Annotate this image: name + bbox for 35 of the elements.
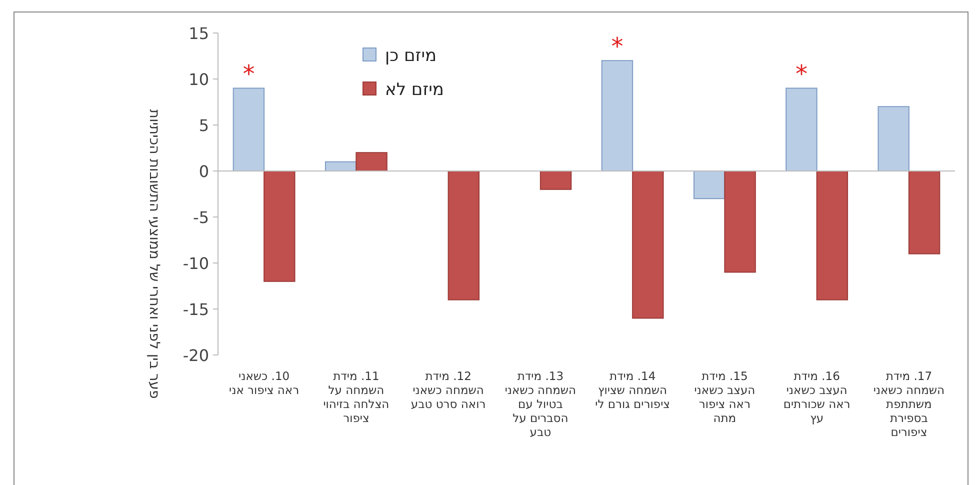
- y-tick-label: -10: [182, 254, 209, 273]
- x-tick-label: 10. כשאני ראה ציפור אני: [228, 369, 300, 397]
- x-tick-label: 17. מידת השמחה כשאני משתתפת בספירת ציפורים: [872, 369, 946, 439]
- bar: [232, 88, 265, 172]
- y-tick-label: -5: [193, 208, 209, 227]
- annotation: *: [242, 60, 255, 88]
- y-axis-title: פער בין לפני ואחרי של ממוצעי התשובות הכיתיות: [146, 109, 162, 399]
- bar: [724, 170, 756, 273]
- x-tick-label: 15. מידת העצב כשאני ראה ציפור מתה: [693, 369, 756, 425]
- bar: [878, 106, 910, 172]
- x-tick-label: 16. מידת העצב כשאני ראה שכורתים עץ: [782, 369, 852, 425]
- y-tick-label: 10: [188, 70, 209, 89]
- y-tick-label: 5: [198, 116, 209, 135]
- y-tick-label: -15: [182, 300, 209, 319]
- x-tick-label: 11. מידת השמחה על הצלחה בזיהוי ציפור: [322, 369, 390, 425]
- y-tick-label: 0: [198, 162, 209, 181]
- y-tick-label: 15: [188, 24, 209, 43]
- bar: [693, 170, 726, 200]
- bar: [816, 170, 848, 300]
- bar: [632, 170, 664, 319]
- bar: [356, 152, 388, 172]
- legend-label: מיזם כן: [385, 46, 437, 66]
- bar: [540, 170, 572, 190]
- y-tick-label: -20: [182, 346, 209, 365]
- x-tick-label: 13. מידת השמחה כשאני בטיול עם הסברים על טבע: [504, 369, 578, 439]
- bar: [601, 60, 634, 172]
- annotation: *: [611, 32, 624, 61]
- bar: [448, 170, 480, 300]
- annotation: *: [795, 60, 808, 88]
- bar: [264, 170, 296, 282]
- bar: [908, 170, 940, 254]
- x-tick-label: 14. מידת השמחה שציוץ ציפורים גורם לי: [594, 369, 671, 411]
- bar: [786, 88, 818, 172]
- legend-label: מיזם לא: [385, 80, 444, 100]
- x-tick-label: 12. מידת השמחה כשאני רואה סרט טבע: [410, 369, 486, 411]
